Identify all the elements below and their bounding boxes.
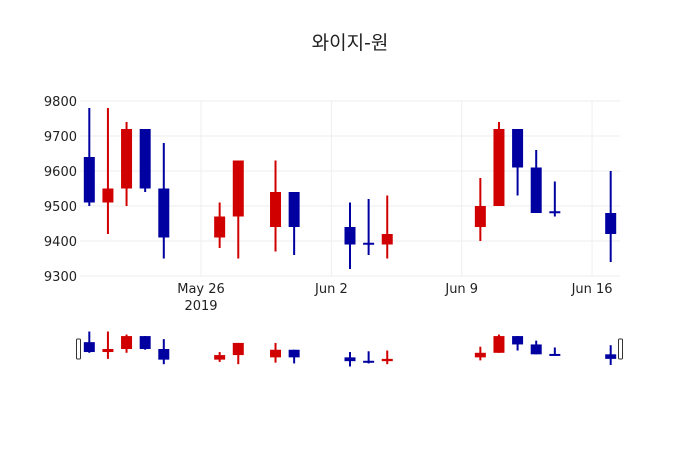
candle-body bbox=[214, 216, 226, 238]
x-axis: May 26 2019 Jun 2 Jun 9 Jun 16 bbox=[177, 282, 612, 314]
candle-body bbox=[121, 129, 133, 189]
candle-body bbox=[232, 342, 244, 356]
candle-body bbox=[83, 342, 95, 353]
range-slider[interactable] bbox=[76, 331, 623, 367]
candle-body bbox=[158, 188, 170, 238]
candle-body bbox=[139, 336, 151, 349]
candle-mini[interactable] bbox=[232, 342, 244, 365]
candle-mini[interactable] bbox=[83, 331, 95, 353]
candle-body bbox=[102, 349, 114, 353]
candle-body bbox=[605, 354, 617, 359]
candle-body bbox=[512, 336, 524, 345]
range-slider-right-handle[interactable] bbox=[618, 338, 623, 360]
y-axis: 9300 9400 9500 9600 9700 9800 bbox=[44, 95, 77, 285]
y-tick-label: 9400 bbox=[44, 235, 77, 250]
y-tick-label: 9300 bbox=[44, 270, 77, 285]
candle-mini[interactable] bbox=[381, 350, 393, 365]
y-tick-label: 9800 bbox=[44, 95, 77, 110]
candle[interactable] bbox=[381, 195, 393, 259]
candle-body bbox=[530, 167, 542, 213]
x-tick-label: Jun 16 bbox=[571, 282, 613, 297]
chart-title: 와이지-원 bbox=[311, 32, 389, 54]
candle-body bbox=[474, 352, 486, 358]
candles-plot[interactable] bbox=[83, 108, 617, 270]
x-tick-label: Jun 2 bbox=[314, 282, 348, 297]
candle[interactable] bbox=[493, 122, 505, 206]
candle-body bbox=[232, 160, 244, 217]
y-tick-label: 9500 bbox=[44, 200, 77, 215]
candle[interactable] bbox=[83, 108, 95, 206]
x-tick-year-label: 2019 bbox=[184, 299, 217, 314]
candle[interactable] bbox=[158, 143, 170, 259]
candle[interactable] bbox=[121, 122, 133, 206]
candle[interactable] bbox=[288, 192, 300, 255]
candle-mini[interactable] bbox=[344, 352, 356, 367]
candle[interactable] bbox=[232, 160, 244, 259]
candle-body bbox=[363, 360, 375, 363]
candle-body bbox=[102, 188, 114, 203]
candle-body bbox=[530, 344, 542, 355]
candle-body bbox=[139, 129, 151, 189]
candle-mini[interactable] bbox=[121, 334, 133, 353]
candle-body bbox=[381, 358, 393, 362]
candle-mini[interactable] bbox=[549, 347, 561, 356]
candle-mini[interactable] bbox=[512, 336, 524, 351]
candle-body bbox=[512, 129, 524, 168]
candle-body bbox=[381, 234, 393, 245]
candle-mini[interactable] bbox=[363, 351, 375, 364]
candle-body bbox=[493, 336, 505, 353]
candle-body bbox=[121, 336, 133, 349]
candle-body bbox=[83, 157, 95, 203]
y-tick-label: 9700 bbox=[44, 130, 77, 145]
candle[interactable] bbox=[102, 108, 114, 234]
candle-body bbox=[605, 213, 617, 234]
candle[interactable] bbox=[139, 129, 151, 192]
x-tick-label: May 26 bbox=[177, 282, 225, 297]
candle-body bbox=[344, 357, 356, 362]
candle-mini[interactable] bbox=[474, 346, 486, 361]
candle[interactable] bbox=[344, 202, 356, 270]
candle[interactable] bbox=[363, 199, 375, 255]
candle-body bbox=[549, 211, 561, 214]
candle-mini[interactable] bbox=[139, 336, 151, 350]
candle-body bbox=[270, 192, 282, 227]
candle-body bbox=[288, 349, 300, 358]
candle-mini[interactable] bbox=[158, 339, 170, 365]
candle-body bbox=[214, 355, 226, 360]
candle-body bbox=[493, 129, 505, 206]
candle-body bbox=[270, 349, 282, 358]
candle-mini[interactable] bbox=[288, 349, 300, 364]
candle[interactable] bbox=[214, 202, 226, 249]
candle-body bbox=[158, 349, 170, 360]
candle[interactable] bbox=[512, 129, 524, 196]
candle[interactable] bbox=[270, 160, 282, 252]
x-tick-label: Jun 9 bbox=[444, 282, 478, 297]
candle-body bbox=[344, 227, 356, 245]
candle-body bbox=[288, 192, 300, 227]
candle-body bbox=[363, 242, 375, 245]
candle-mini[interactable] bbox=[605, 345, 617, 365]
candle[interactable] bbox=[530, 150, 542, 213]
y-tick-label: 9600 bbox=[44, 165, 77, 180]
range-slider-left-handle[interactable] bbox=[76, 338, 81, 360]
candle-mini[interactable] bbox=[214, 352, 226, 362]
candle[interactable] bbox=[549, 181, 561, 217]
candle-mini[interactable] bbox=[530, 340, 542, 355]
candle-mini[interactable] bbox=[493, 334, 505, 353]
candle-body bbox=[549, 353, 561, 356]
candle-mini[interactable] bbox=[102, 331, 114, 359]
candle-mini[interactable] bbox=[270, 342, 282, 363]
candle-body bbox=[474, 206, 486, 227]
candle[interactable] bbox=[605, 171, 617, 262]
candle[interactable] bbox=[474, 178, 486, 241]
